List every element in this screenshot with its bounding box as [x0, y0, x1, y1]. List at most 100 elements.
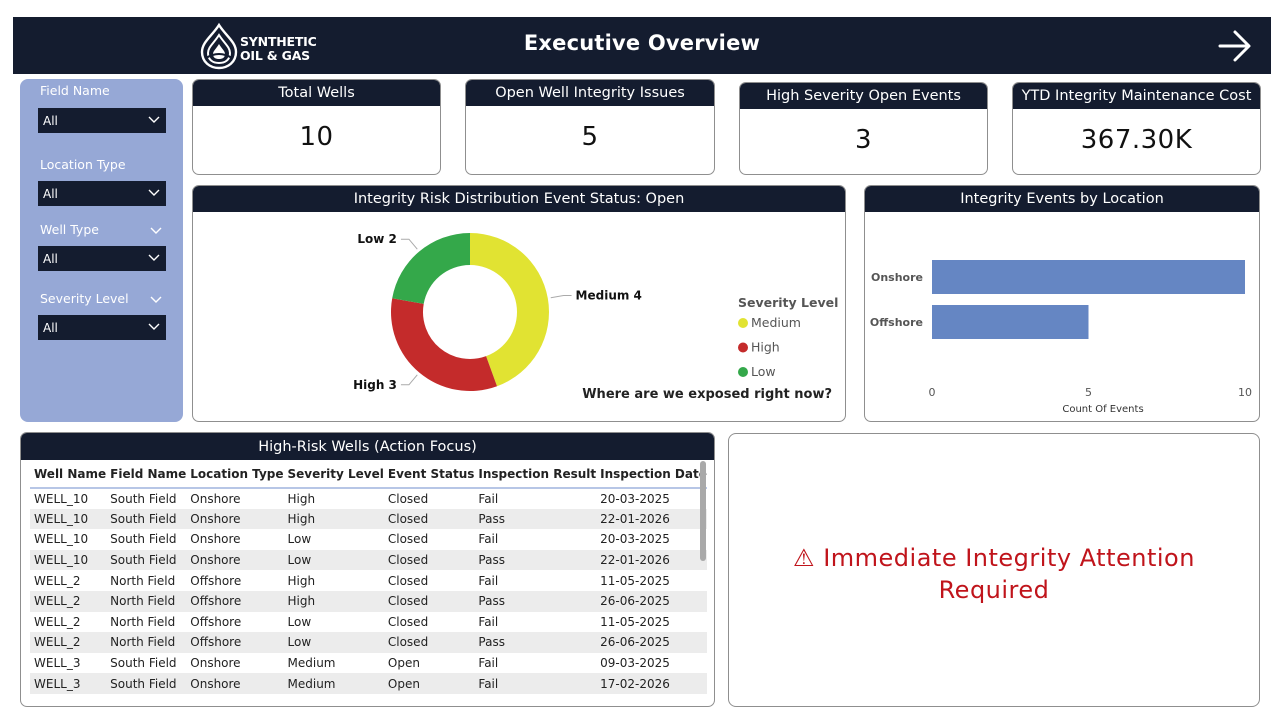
table-cell: North Field [106, 632, 187, 653]
table-cell: 20-03-2025 [600, 532, 670, 547]
high-risk-wells-panel: High-Risk Wells (Action Focus) Well Name… [20, 432, 715, 707]
table-cell: High [283, 508, 384, 530]
table-row[interactable]: WELL_10 South Field Onshore High Closed Pass 2… [30, 508, 707, 530]
table-cell: 11-05-2025 [600, 614, 670, 629]
donut-slice-high[interactable] [391, 298, 498, 391]
table-cell: WELL_3 [34, 656, 81, 671]
kpi-card-total-wells: Total Wells 10 [192, 79, 441, 175]
severity-level-dropdown[interactable]: All [38, 315, 166, 340]
table-row[interactable]: WELL_3 South Field Onshore Medium Open Fail 17… [30, 673, 707, 694]
table-cell: High [287, 491, 316, 506]
table-cell: Open [383, 673, 475, 694]
chevron-down-icon[interactable] [150, 293, 162, 305]
table-cell: South Field [106, 508, 187, 530]
table-cell: Low [283, 549, 384, 571]
table-cell: Pass [474, 632, 597, 653]
bar-chart: Onshore Offshore 0 5 10 Count Of Events [870, 260, 1252, 415]
category-label: Offshore [870, 316, 923, 329]
kpi-value: 3 [854, 125, 873, 155]
column-header[interactable]: Inspection Date [596, 460, 707, 489]
kpi-card-open-issues: Open Well Integrity Issues 5 [465, 79, 715, 175]
table-row[interactable]: WELL_10 South Field Onshore High Closed Fail 2… [30, 488, 707, 509]
table-cell: WELL_10 [30, 549, 107, 571]
logo-line-1: SYNTHETIC [240, 34, 317, 49]
table-cell: Onshore [190, 532, 241, 547]
table-header-row: Well Name Field Name Location Type Severity… [30, 460, 707, 489]
column-header[interactable]: Location Type [186, 460, 284, 489]
table-cell: Fail [478, 573, 499, 588]
kpi-title: High Severity Open Events [740, 83, 987, 109]
table-cell: Fail [478, 656, 499, 671]
chevron-down-icon[interactable] [150, 224, 162, 236]
table-cell: WELL_10 [34, 491, 89, 506]
filter-label-well-type: Well Type [40, 222, 99, 237]
data-label: Low 2 [357, 232, 397, 246]
table-cell: Closed [387, 573, 429, 588]
kpi-card-maintenance-cost: YTD Integrity Maintenance Cost 367.30K [1012, 82, 1261, 175]
leader-line [400, 374, 418, 386]
donut-chart: Medium 4 High 3 Low 2 Severity Level Mediu… [353, 232, 838, 402]
table-cell: 26-06-2025 [596, 632, 707, 653]
field-name-dropdown[interactable]: All [38, 108, 166, 133]
chevron-down-icon [148, 116, 160, 123]
table-row[interactable]: WELL_2 North Field Offshore High Closed Fail 1… [30, 570, 707, 591]
alert-line-1: ⚠ Immediate Integrity Attention [793, 544, 1195, 572]
column-header[interactable]: Event Status [383, 460, 475, 489]
filter-label-field-name: Field Name [40, 83, 110, 98]
donut-slice-medium[interactable] [470, 233, 549, 387]
kpi-title: Total Wells [193, 80, 440, 106]
table-row[interactable]: WELL_2 North Field Offshore Low Closed Fail 11… [30, 612, 707, 633]
table-cell: Closed [383, 632, 475, 653]
header-bar: SYNTHETIC OIL & GAS Executive Overview [13, 17, 1271, 74]
well-type-dropdown[interactable]: All [38, 246, 166, 271]
legend-item[interactable]: Low [751, 364, 776, 379]
table-scrollbar[interactable] [700, 461, 706, 561]
alert-line-2: Required [938, 576, 1050, 604]
x-tick-label: 5 [1085, 386, 1092, 399]
table-cell: 22-01-2026 [596, 549, 707, 571]
table-cell: South Field [110, 656, 177, 671]
table-cell: Fail [478, 491, 499, 506]
column-header[interactable]: Severity Level [283, 460, 384, 489]
table-cell: Pass [474, 590, 597, 612]
table-row[interactable]: WELL_2 North Field Offshore Low Closed Pass 26… [30, 632, 707, 653]
table-cell: 11-05-2025 [600, 573, 670, 588]
table-row[interactable]: WELL_3 South Field Onshore Medium Open Fail 09… [30, 653, 707, 674]
legend-marker [738, 318, 748, 328]
x-tick-label: 0 [929, 386, 936, 399]
arrow-right-icon[interactable] [1215, 26, 1255, 66]
kpi-value: 10 [299, 122, 334, 152]
table-cell: Closed [387, 532, 429, 547]
table-cell: Pass [474, 508, 597, 530]
bar-onshore[interactable] [932, 260, 1245, 294]
table-row[interactable]: WELL_10 South Field Onshore Low Closed Pass 22… [30, 549, 707, 571]
table-cell: High [283, 590, 384, 612]
table-cell: Onshore [186, 673, 284, 694]
legend-item[interactable]: High [751, 340, 780, 355]
bar-offshore[interactable] [932, 305, 1089, 339]
table-cell: High [287, 573, 316, 588]
table-cell: WELL_10 [34, 532, 89, 547]
column-header[interactable]: Well Name [30, 460, 107, 489]
table-cell: Low [287, 614, 312, 629]
table-cell: Closed [383, 590, 475, 612]
table-row[interactable]: WELL_10 South Field Onshore Low Closed Fail 20… [30, 529, 707, 550]
column-header[interactable]: Field Name [106, 460, 187, 489]
table-cell: Onshore [186, 549, 284, 571]
table-cell: Closed [387, 491, 429, 506]
legend-marker [738, 342, 748, 353]
table-cell: WELL_3 [30, 673, 107, 694]
table-cell: South Field [110, 491, 177, 506]
legend-marker [738, 367, 748, 377]
kpi-value: 5 [581, 122, 599, 152]
legend-item[interactable]: Medium [751, 315, 801, 330]
column-header[interactable]: Inspection Result [474, 460, 597, 489]
location-type-dropdown[interactable]: All [38, 181, 166, 206]
table-cell: Offshore [190, 614, 242, 629]
table-row[interactable]: WELL_2 North Field Offshore High Closed Pass 2… [30, 590, 707, 612]
donut-slice-low[interactable] [392, 233, 470, 304]
filter-label-severity-level: Severity Level [40, 291, 129, 306]
table-cell: WELL_2 [30, 632, 107, 653]
table-cell: Closed [387, 614, 429, 629]
